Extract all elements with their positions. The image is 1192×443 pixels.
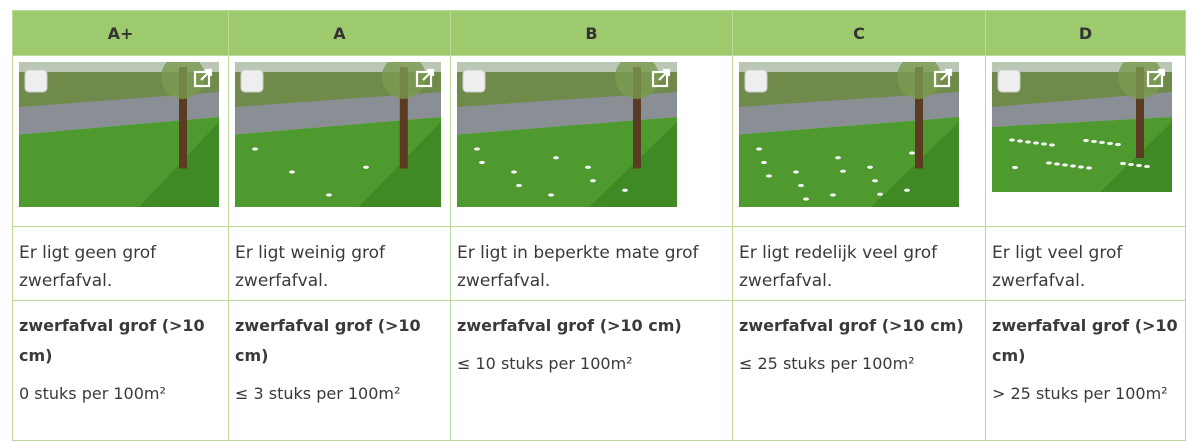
norm: ≤ 25 stuks per 100m²	[739, 349, 979, 379]
litter	[761, 161, 767, 164]
litter	[909, 151, 915, 154]
litter	[1120, 162, 1126, 165]
litter	[793, 170, 799, 173]
norm: > 25 stuks per 100m²	[992, 379, 1179, 409]
photo-cell	[733, 56, 986, 227]
select-checkbox[interactable]	[998, 70, 1020, 92]
litter	[585, 166, 591, 169]
litter	[904, 189, 910, 192]
criterion: zwerfafval grof (>10 cm)	[992, 311, 1179, 371]
litter	[1017, 139, 1023, 142]
litter	[1070, 164, 1076, 167]
litter	[1086, 166, 1092, 169]
litter	[1033, 141, 1039, 144]
litter	[1107, 142, 1113, 145]
litter	[1099, 141, 1105, 144]
litter	[830, 193, 836, 196]
litter	[1046, 161, 1052, 164]
litter	[1012, 166, 1018, 169]
photo	[19, 62, 219, 207]
grade-header: C	[733, 11, 986, 56]
photo	[235, 62, 441, 207]
criterion-cell: zwerfafval grof (>10 cm) ≤ 3 stuks per 10…	[229, 301, 451, 441]
norm: ≤ 10 stuks per 100m²	[457, 349, 726, 379]
litter	[1009, 138, 1015, 141]
litter	[511, 170, 517, 173]
grade-header: B	[451, 11, 733, 56]
photo-cell	[986, 56, 1186, 227]
description: Er ligt veel grof zwerfafval.	[986, 227, 1186, 301]
litter	[622, 189, 628, 192]
litter	[840, 170, 846, 173]
photo-cell	[451, 56, 733, 227]
litter	[289, 170, 295, 173]
litter	[803, 197, 809, 200]
photo	[457, 62, 677, 207]
litter	[1083, 139, 1089, 142]
norm: 0 stuks per 100m²	[19, 379, 222, 409]
litter	[835, 156, 841, 159]
description: Er ligt in beperkte mate grof zwerfafval…	[451, 227, 733, 301]
litter	[877, 193, 883, 196]
criterion: zwerfafval grof (>10 cm)	[19, 311, 222, 371]
image-row	[13, 56, 1186, 227]
litter	[1144, 165, 1150, 168]
norm: ≤ 3 stuks per 100m²	[235, 379, 444, 409]
photo-cell	[229, 56, 451, 227]
litter	[1054, 162, 1060, 165]
litter	[553, 156, 559, 159]
litter	[1049, 143, 1055, 146]
litter	[1115, 143, 1121, 146]
photo	[739, 62, 959, 207]
litter	[479, 161, 485, 164]
photo	[992, 62, 1172, 192]
grade-header: D	[986, 11, 1186, 56]
litter	[1025, 140, 1031, 143]
litter	[590, 179, 596, 182]
photo-cell	[13, 56, 229, 227]
litter	[1091, 140, 1097, 143]
litter	[252, 147, 258, 150]
select-checkbox[interactable]	[25, 70, 47, 92]
litter	[766, 174, 772, 177]
litter	[548, 193, 554, 196]
criterion: zwerfafval grof (>10 cm)	[235, 311, 444, 371]
grade-header: A+	[13, 11, 229, 56]
criterion-cell: zwerfafval grof (>10 cm) ≤ 10 stuks per 1…	[451, 301, 733, 441]
page: A+ABCD Er ligt geen grof zwerfafval.Er l…	[0, 0, 1192, 443]
select-checkbox[interactable]	[745, 70, 767, 92]
litter	[867, 166, 873, 169]
litter	[1062, 163, 1068, 166]
litter	[798, 184, 804, 187]
litter	[363, 166, 369, 169]
litter	[872, 179, 878, 182]
select-checkbox[interactable]	[241, 70, 263, 92]
criterion-row: zwerfafval grof (>10 cm) 0 stuks per 100m…	[13, 301, 1186, 441]
grade-header: A	[229, 11, 451, 56]
litter	[1078, 165, 1084, 168]
litter	[1128, 163, 1134, 166]
select-checkbox[interactable]	[463, 70, 485, 92]
criterion-cell: zwerfafval grof (>10 cm) > 25 stuks per 1…	[986, 301, 1186, 441]
description-row: Er ligt geen grof zwerfafval.Er ligt wei…	[13, 227, 1186, 301]
litter	[474, 147, 480, 150]
litter	[1136, 164, 1142, 167]
litter	[326, 193, 332, 196]
description: Er ligt geen grof zwerfafval.	[13, 227, 229, 301]
litter	[756, 147, 762, 150]
criterion: zwerfafval grof (>10 cm)	[739, 311, 979, 341]
description: Er ligt weinig grof zwerfafval.	[229, 227, 451, 301]
litter	[1041, 142, 1047, 145]
description: Er ligt redelijk veel grof zwerfafval.	[733, 227, 986, 301]
criterion-cell: zwerfafval grof (>10 cm) 0 stuks per 100m…	[13, 301, 229, 441]
litter	[516, 184, 522, 187]
criterion-cell: zwerfafval grof (>10 cm) ≤ 25 stuks per 1…	[733, 301, 986, 441]
criterion: zwerfafval grof (>10 cm)	[457, 311, 726, 341]
